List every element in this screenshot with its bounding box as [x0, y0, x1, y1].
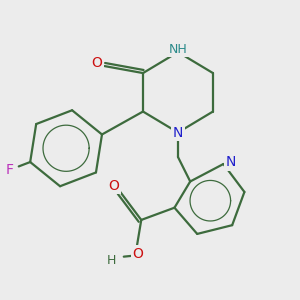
Text: O: O [132, 247, 143, 260]
Text: O: O [109, 179, 119, 193]
Text: H: H [107, 254, 116, 267]
Text: N: N [173, 125, 183, 140]
Text: O: O [92, 56, 102, 70]
Text: N: N [226, 155, 236, 169]
Text: F: F [6, 163, 14, 177]
Text: NH: NH [169, 43, 187, 56]
